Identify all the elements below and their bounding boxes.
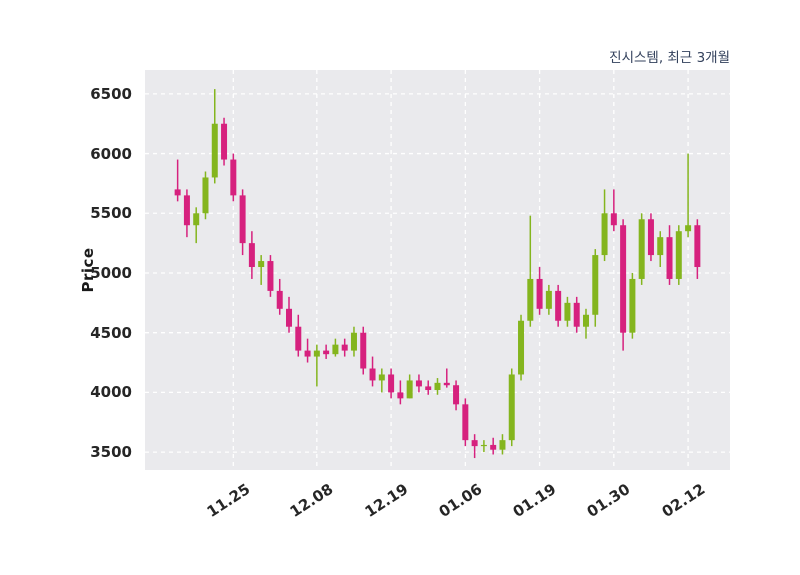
y-tick-label: 3500 — [90, 443, 132, 462]
candle-body — [295, 326, 302, 351]
candle-body — [350, 332, 357, 351]
candle-body — [221, 123, 228, 160]
candle-body — [239, 195, 246, 244]
candle-body — [555, 290, 562, 321]
candle-body — [638, 219, 645, 279]
candle-body — [360, 332, 367, 369]
candle-body — [694, 225, 701, 268]
candle-body — [193, 213, 200, 226]
candle-body — [267, 261, 274, 291]
candle-body — [202, 177, 209, 214]
candle-body — [323, 350, 330, 355]
candle-body — [304, 350, 311, 357]
plot-background — [145, 70, 730, 470]
candle-body — [425, 386, 432, 390]
candle-body — [443, 382, 450, 386]
chart-title: 진시스템, 최근 3개월 — [609, 50, 730, 66]
plot-canvas — [145, 70, 730, 470]
candle-body — [332, 344, 339, 355]
candle-body — [647, 219, 654, 256]
candle-body — [388, 374, 395, 393]
y-tick-label: 4000 — [90, 383, 132, 402]
y-tick-label: 6000 — [90, 144, 132, 163]
candle-body — [573, 302, 580, 327]
plot-area — [145, 70, 730, 470]
candle-body — [545, 290, 552, 309]
candle-body — [620, 225, 627, 333]
candle-body — [397, 392, 404, 399]
candle-body — [341, 344, 348, 351]
candle-body — [230, 159, 237, 196]
candle-body — [434, 382, 441, 390]
y-tick-label: 6500 — [90, 84, 132, 103]
candle-body — [536, 278, 543, 309]
candle-body — [258, 261, 265, 268]
candle-body — [248, 243, 255, 268]
candle-body — [582, 314, 589, 327]
candle-body — [490, 444, 497, 450]
candle-body — [378, 374, 385, 381]
candle-body — [518, 320, 525, 375]
y-tick-label: 5500 — [90, 204, 132, 223]
candle-body — [601, 213, 608, 256]
candle-body — [406, 380, 413, 399]
candle-body — [592, 255, 599, 315]
candle-body — [211, 123, 218, 178]
candle-body — [657, 237, 664, 256]
y-tick-label: 4500 — [90, 323, 132, 342]
candle-body — [369, 368, 376, 381]
candle-body — [675, 231, 682, 279]
candle-body — [462, 404, 469, 441]
candle-body — [415, 380, 422, 387]
candle-body — [666, 237, 673, 279]
y-tick-label: 5000 — [90, 263, 132, 282]
candle-body — [276, 290, 283, 309]
candle-body — [183, 195, 190, 226]
candle-body — [453, 385, 460, 405]
candle-body — [508, 374, 515, 441]
candle-body — [527, 278, 534, 321]
candle-body — [480, 444, 487, 447]
candle-body — [471, 440, 478, 447]
candle-body — [499, 440, 506, 450]
candle-body — [685, 225, 692, 232]
candle-body — [174, 189, 181, 196]
candle-body — [610, 213, 617, 226]
candle-body — [629, 278, 636, 333]
candle-body — [564, 302, 571, 321]
candle-body — [313, 350, 320, 357]
candle-body — [286, 308, 293, 327]
